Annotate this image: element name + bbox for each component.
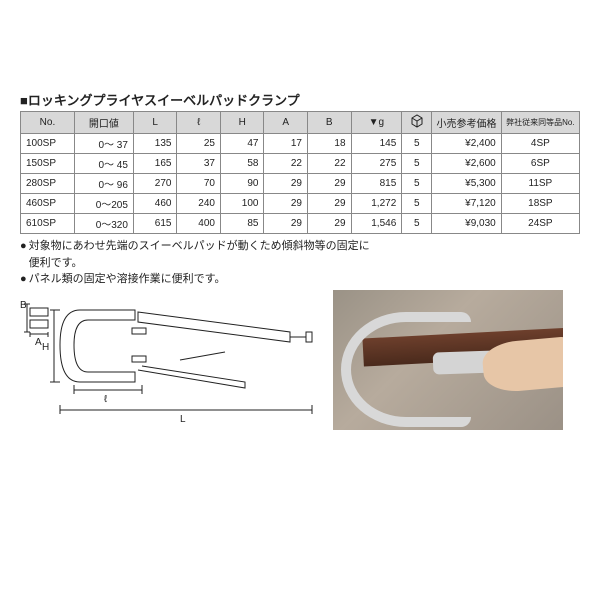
cell-g: 1,546 <box>351 214 402 234</box>
cell-g: 275 <box>351 154 402 174</box>
cell-eq: 18SP <box>501 194 579 214</box>
dimension-diagram: B A <box>20 290 325 430</box>
cell-l: 70 <box>177 174 221 194</box>
col-B: B <box>308 112 352 134</box>
cell-open: 0～ 37 <box>74 134 133 154</box>
product-photo <box>333 290 563 430</box>
box-icon <box>410 114 424 128</box>
cell-price: ¥7,120 <box>432 194 501 214</box>
cell-open: 0～ 96 <box>74 174 133 194</box>
cell-l: 25 <box>177 134 221 154</box>
cell-H: 58 <box>220 154 264 174</box>
feature-bullets: ●対象物にあわせ先端のスイーベルパッドが動くため傾斜物等の固定に便利です。 ●パ… <box>20 238 380 288</box>
cell-A: 29 <box>264 174 308 194</box>
cell-L: 270 <box>133 174 177 194</box>
cell-B: 29 <box>308 194 352 214</box>
cell-no: 610SP <box>21 214 75 234</box>
product-title: ■ロッキングプライヤスイーベルパッドクランプ <box>20 90 580 109</box>
cell-B: 29 <box>308 174 352 194</box>
label-l: ℓ <box>104 394 108 405</box>
cell-B: 22 <box>308 154 352 174</box>
cell-box: 5 <box>402 174 432 194</box>
cell-box: 5 <box>402 194 432 214</box>
cell-H: 100 <box>220 194 264 214</box>
table-row: 280SP0～ 96270709029298155¥5,30011SP <box>21 174 580 194</box>
col-L: L <box>133 112 177 134</box>
cell-l: 37 <box>177 154 221 174</box>
col-no: No. <box>21 112 75 134</box>
cell-g: 145 <box>351 134 402 154</box>
label-A: A <box>35 337 42 348</box>
col-price: 小売参考価格 <box>432 112 501 134</box>
table-row: 610SP0～3206154008529291,5465¥9,03024SP <box>21 214 580 234</box>
cell-open: 0～320 <box>74 214 133 234</box>
cell-no: 280SP <box>21 174 75 194</box>
cell-A: 29 <box>264 214 308 234</box>
cell-H: 90 <box>220 174 264 194</box>
cell-A: 22 <box>264 154 308 174</box>
cell-no: 150SP <box>21 154 75 174</box>
cell-eq: 24SP <box>501 214 579 234</box>
cell-g: 1,272 <box>351 194 402 214</box>
cell-H: 47 <box>220 134 264 154</box>
label-H: H <box>42 342 49 353</box>
col-box <box>402 112 432 134</box>
cell-l: 400 <box>177 214 221 234</box>
cell-B: 18 <box>308 134 352 154</box>
cell-price: ¥5,300 <box>432 174 501 194</box>
cell-L: 135 <box>133 134 177 154</box>
cell-g: 815 <box>351 174 402 194</box>
label-L: L <box>180 414 186 425</box>
cell-eq: 11SP <box>501 174 579 194</box>
cell-eq: 4SP <box>501 134 579 154</box>
bullet-icon: ● <box>20 238 27 271</box>
label-B: B <box>20 300 27 311</box>
cell-price: ¥2,600 <box>432 154 501 174</box>
cell-eq: 6SP <box>501 154 579 174</box>
col-H: H <box>220 112 264 134</box>
bullet-text: 対象物にあわせ先端のスイーベルパッドが動くため傾斜物等の固定に便利です。 <box>29 238 380 271</box>
table-header-row: No. 開口値 L ℓ H A B ▼g 小売参考価格 弊社従来同等品No. <box>21 112 580 134</box>
cell-L: 165 <box>133 154 177 174</box>
col-g: ▼g <box>351 112 402 134</box>
spec-table: No. 開口値 L ℓ H A B ▼g 小売参考価格 弊社従来同等品No. 1… <box>20 111 580 234</box>
cell-L: 615 <box>133 214 177 234</box>
cell-A: 17 <box>264 134 308 154</box>
cell-open: 0～205 <box>74 194 133 214</box>
bullet-text: パネル類の固定や溶接作業に便利です。 <box>29 271 226 288</box>
cell-open: 0～ 45 <box>74 154 133 174</box>
cell-no: 460SP <box>21 194 75 214</box>
cell-l: 240 <box>177 194 221 214</box>
bullet-icon: ● <box>20 271 27 288</box>
cell-A: 29 <box>264 194 308 214</box>
cell-H: 85 <box>220 214 264 234</box>
table-row: 150SP0～ 45165375822222755¥2,6006SP <box>21 154 580 174</box>
col-A: A <box>264 112 308 134</box>
col-l: ℓ <box>177 112 221 134</box>
table-row: 100SP0～ 37135254717181455¥2,4004SP <box>21 134 580 154</box>
cell-box: 5 <box>402 134 432 154</box>
cell-L: 460 <box>133 194 177 214</box>
cell-B: 29 <box>308 214 352 234</box>
cell-box: 5 <box>402 154 432 174</box>
table-row: 460SP0～20546024010029291,2725¥7,12018SP <box>21 194 580 214</box>
cell-price: ¥2,400 <box>432 134 501 154</box>
col-open: 開口値 <box>74 112 133 134</box>
cell-no: 100SP <box>21 134 75 154</box>
cell-price: ¥9,030 <box>432 214 501 234</box>
col-eq: 弊社従来同等品No. <box>501 112 579 134</box>
cell-box: 5 <box>402 214 432 234</box>
